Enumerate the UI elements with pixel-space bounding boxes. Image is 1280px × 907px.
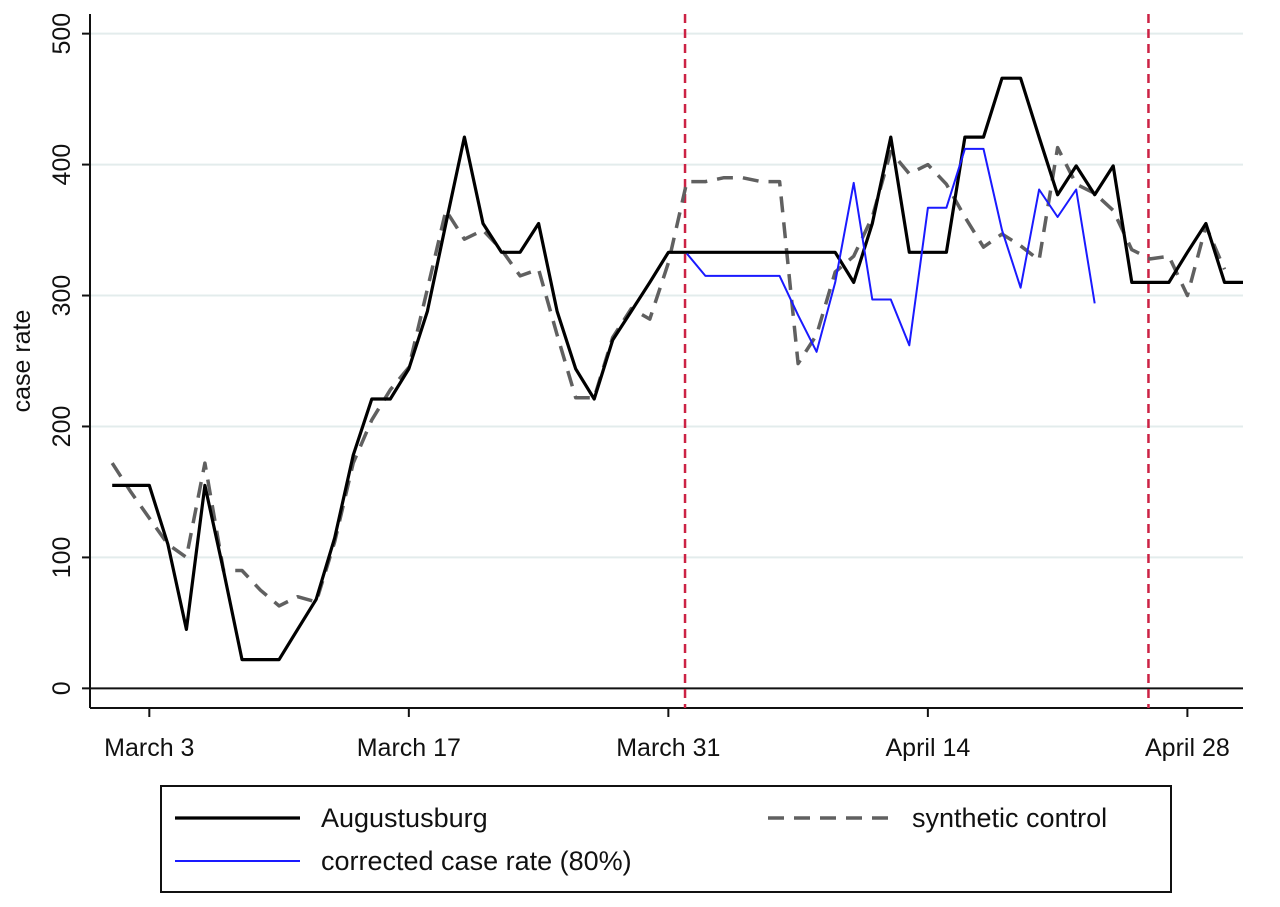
series-lines (110, 76, 1243, 662)
grid-lines (90, 32, 1243, 559)
legend-label: Augustusburg (321, 803, 488, 833)
series-line-synthetic-control (110, 145, 1227, 608)
legend: Augustusburg synthetic control corrected c… (160, 785, 1172, 893)
legend-box (160, 785, 1172, 893)
x-tick-label: April 28 (1145, 734, 1230, 762)
tick-labels: 0 100 200 300 400 500 March 3 March 17 March 31 A… (48, 13, 1230, 762)
y-axis-title: case rate (8, 310, 36, 413)
y-tick-label: 0 (48, 681, 76, 695)
legend-label: synthetic control (912, 803, 1107, 833)
y-tick-label: 500 (48, 13, 76, 55)
x-tick-label: April 14 (885, 734, 970, 762)
series-line-augustusburg (112, 76, 1243, 662)
axes (82, 14, 1243, 717)
x-tick-label: March 17 (357, 734, 461, 762)
y-tick-label: 100 (48, 537, 76, 579)
legend-label: corrected case rate (80%) (321, 846, 632, 876)
y-tick-label: 400 (48, 144, 76, 186)
x-tick-label: March 31 (616, 734, 720, 762)
y-tick-label: 200 (48, 406, 76, 448)
reference-lines (683, 14, 1150, 708)
x-tick-label: March 3 (104, 734, 194, 762)
series-line-corrected-case-rate-80 (686, 147, 1096, 353)
y-tick-label: 300 (48, 275, 76, 317)
